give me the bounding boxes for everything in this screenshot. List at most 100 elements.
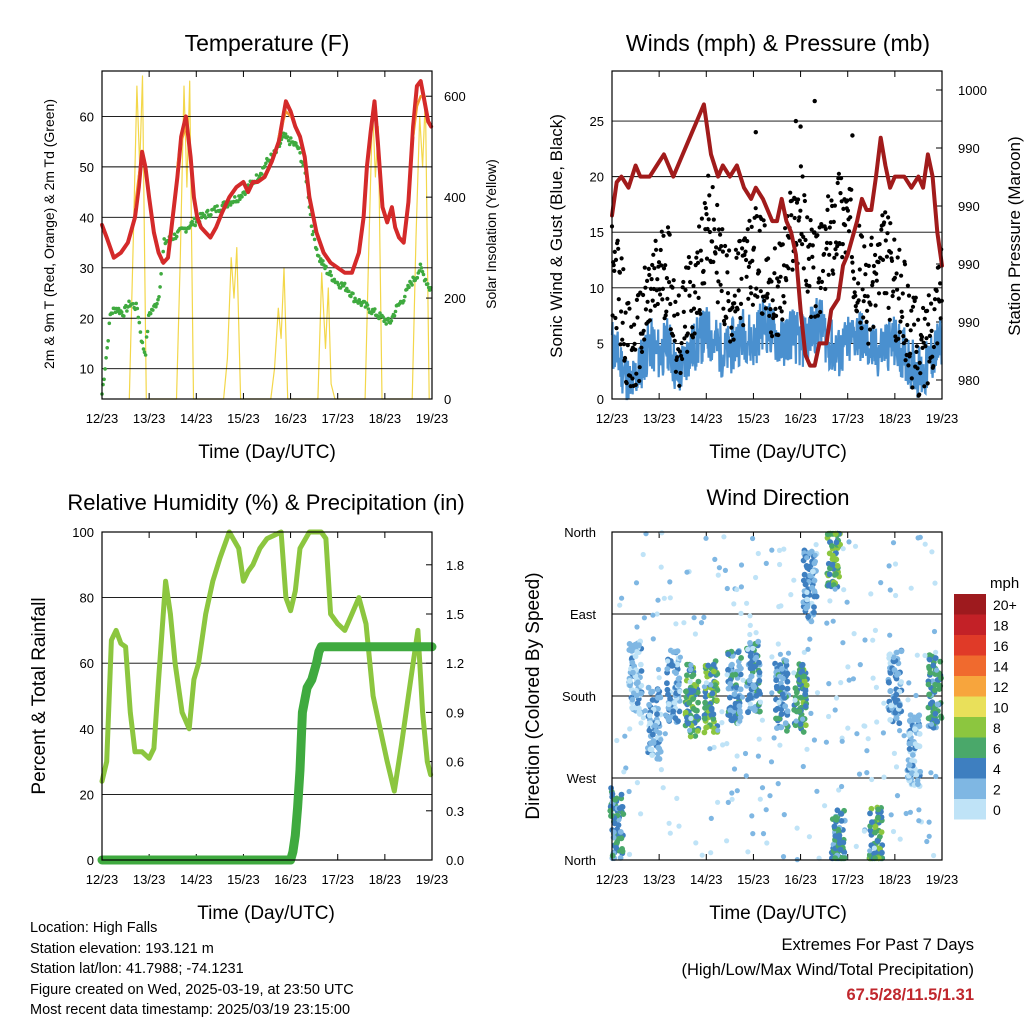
direction-point <box>729 672 736 678</box>
dewpoint-point <box>228 203 233 207</box>
direction-point <box>832 707 838 713</box>
winds-panel: Winds (mph) & Pressure (mb) Time (Day/UT… <box>547 30 1024 463</box>
direction-point <box>684 672 690 679</box>
gust-point <box>879 227 884 232</box>
gust-point <box>660 297 665 302</box>
dewpoint-point <box>339 281 344 285</box>
direction-point <box>685 720 692 727</box>
gust-point <box>829 198 834 203</box>
gust-point <box>776 332 781 338</box>
gust-point <box>903 358 908 363</box>
gust-point <box>641 328 646 333</box>
gust-point <box>616 246 621 251</box>
gust-point <box>672 313 677 318</box>
gust-point <box>704 256 710 261</box>
gust-point <box>715 300 720 305</box>
x-tick-label: 17/23 <box>321 872 354 887</box>
direction-point <box>742 750 749 757</box>
gust-point <box>633 382 638 387</box>
direction-point <box>707 746 713 752</box>
direction-point <box>687 679 693 685</box>
gust-point <box>739 276 744 281</box>
direction-point <box>922 541 928 547</box>
direction-point <box>750 645 756 652</box>
dewpoint-point <box>188 224 192 228</box>
recent-timestamp: Most recent data timestamp: 2025/03/19 2… <box>30 1002 351 1018</box>
direction-point <box>893 764 900 770</box>
direction-point <box>916 818 922 824</box>
x-tick-label: 17/23 <box>831 411 864 426</box>
direction-point <box>813 542 819 548</box>
direction-point <box>878 580 884 586</box>
gust-point <box>893 334 898 339</box>
gust-point <box>850 269 856 274</box>
gust-point <box>619 309 624 314</box>
gust-point <box>663 263 668 268</box>
direction-point <box>805 613 812 620</box>
direction-point <box>874 719 880 725</box>
gust-point <box>827 252 832 257</box>
direction-point <box>811 737 818 743</box>
dewpoint-point <box>105 346 109 350</box>
gust-point <box>690 325 695 330</box>
gust-point <box>720 227 725 232</box>
y2-tick-label: 1.8 <box>446 558 464 573</box>
gust-point <box>834 252 839 257</box>
y-tick-label: 100 <box>72 525 94 540</box>
y-tick-label: 15 <box>590 225 604 240</box>
gust-point <box>832 255 837 260</box>
direction-point <box>737 709 743 716</box>
gust-point <box>729 332 735 337</box>
gust-point <box>916 317 921 322</box>
gust-point <box>710 239 715 244</box>
gust-point <box>789 213 794 218</box>
direction-point <box>804 596 810 603</box>
direction-point <box>703 680 710 686</box>
x-tick-label: 13/23 <box>643 872 676 887</box>
gust-point <box>688 279 693 285</box>
gust-point <box>667 280 672 285</box>
dewpoint-point <box>420 269 425 274</box>
gust-point <box>866 263 871 268</box>
colorbar-level: 18 <box>993 618 1009 634</box>
gust-point <box>732 293 737 298</box>
direction-point <box>684 714 690 721</box>
gust-point <box>704 212 709 217</box>
direction-point <box>892 709 899 716</box>
gust-point <box>824 240 830 245</box>
direction-point <box>740 677 746 683</box>
direction-point <box>752 663 758 670</box>
gust-point <box>722 322 727 327</box>
gust-point <box>929 301 934 306</box>
dewpoint-point <box>321 259 325 263</box>
gust-point <box>802 198 808 204</box>
gust-point <box>766 256 771 261</box>
gust-point <box>753 129 758 135</box>
direction-point <box>887 587 893 593</box>
direction-point <box>802 687 809 694</box>
direction-point <box>898 648 905 655</box>
gust-point <box>768 307 773 312</box>
gust-point <box>897 247 902 252</box>
gust-point <box>702 281 707 286</box>
direction-point <box>627 682 633 689</box>
gust-point <box>886 305 891 310</box>
gust-point <box>664 276 670 281</box>
gust-point <box>850 260 855 265</box>
gust-point <box>625 343 630 348</box>
direction-point <box>932 681 938 688</box>
gust-point <box>622 355 628 361</box>
direction-point <box>664 680 670 687</box>
direction-point <box>712 556 718 563</box>
gust-point <box>736 251 741 256</box>
gust-point <box>868 302 873 307</box>
gust-point <box>649 277 654 282</box>
direction-point <box>932 687 938 693</box>
direction-point <box>861 723 867 729</box>
gust-point <box>702 201 707 206</box>
gust-point <box>828 241 833 246</box>
direction-point <box>759 785 766 791</box>
y-tick-label: 80 <box>80 591 94 606</box>
gust-point <box>913 295 918 300</box>
gust-point <box>836 171 842 176</box>
